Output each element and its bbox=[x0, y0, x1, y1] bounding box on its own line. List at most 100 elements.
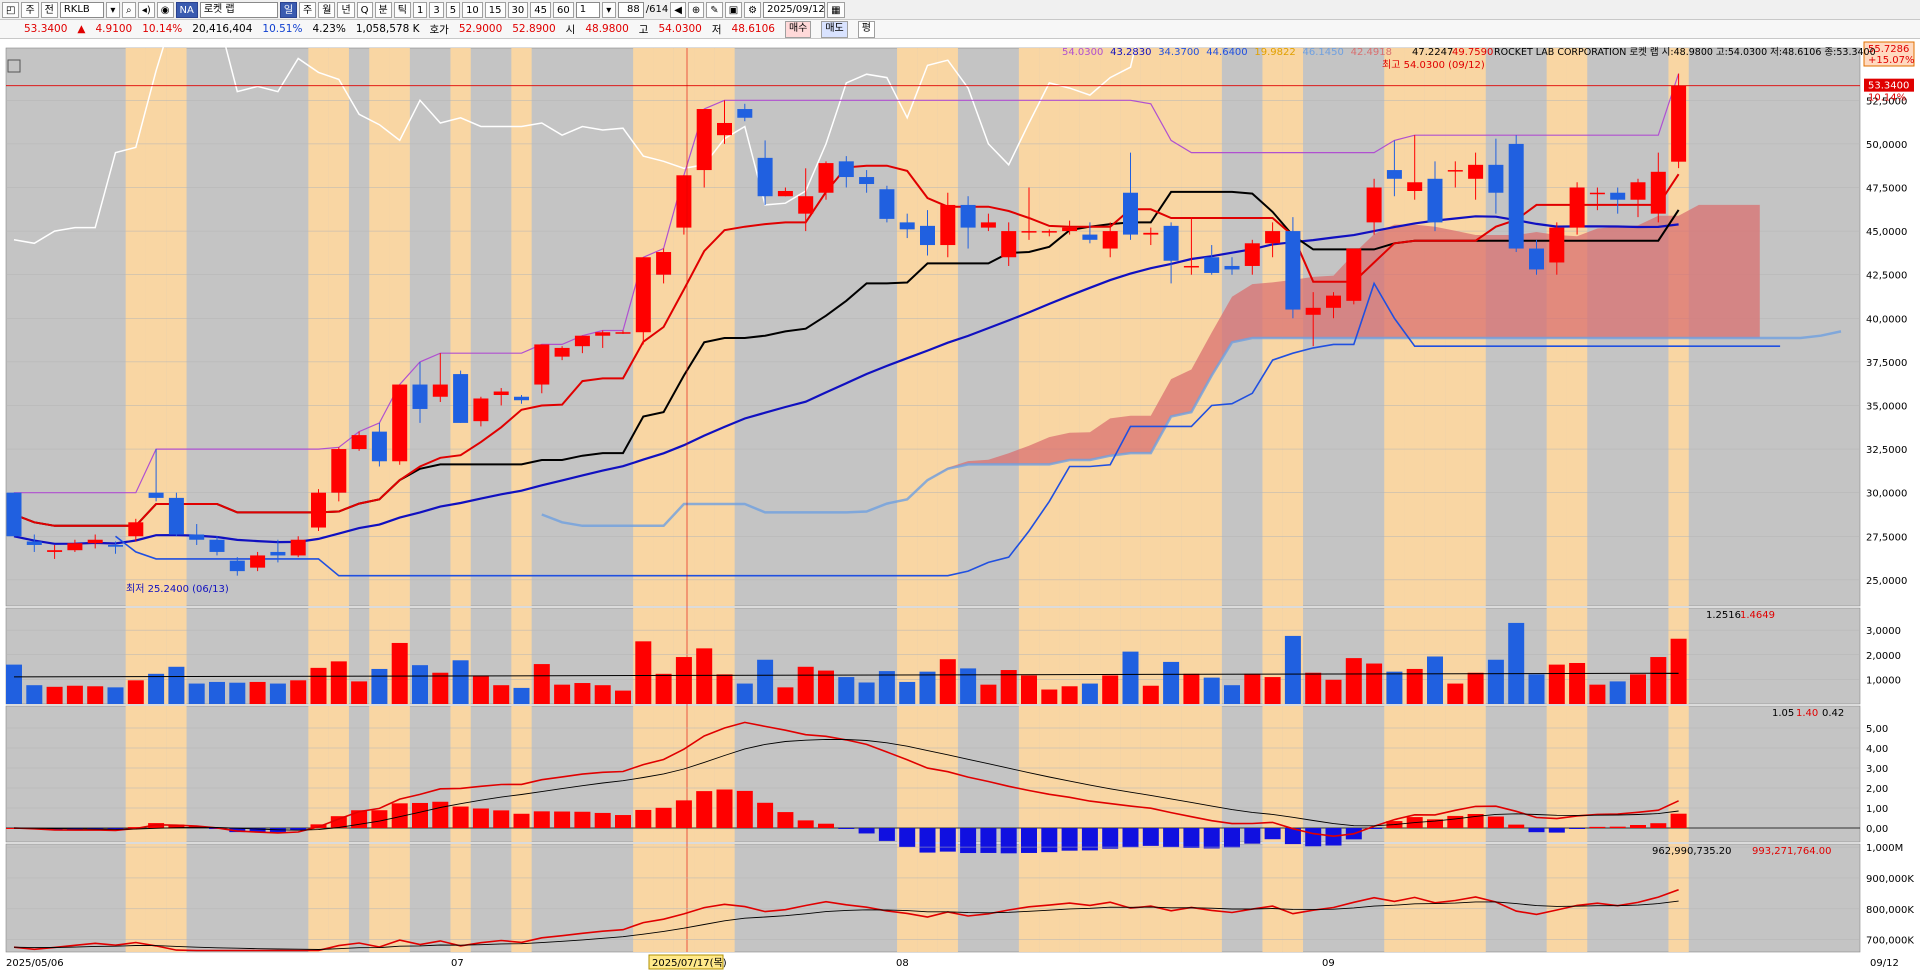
candle-body bbox=[920, 225, 935, 246]
quote-label: 호가 bbox=[429, 23, 449, 36]
interval-1-button[interactable]: 1 bbox=[412, 1, 428, 18]
volume-bar bbox=[736, 683, 753, 704]
prev-button[interactable]: 전 bbox=[40, 1, 58, 18]
shade-band bbox=[1039, 608, 1060, 704]
macd-histogram-bar bbox=[1670, 813, 1687, 828]
volume-bar bbox=[493, 685, 510, 704]
candle-body bbox=[656, 252, 672, 275]
price-axis-label: 42,5000 bbox=[1866, 271, 1907, 282]
interval-30-button[interactable]: 30 bbox=[507, 1, 529, 18]
shade-band bbox=[1566, 706, 1588, 842]
scroll-left-icon[interactable]: ◀ bbox=[670, 1, 686, 18]
macd-histogram-bar bbox=[736, 790, 753, 828]
tools-icon[interactable]: ✎ bbox=[706, 1, 723, 18]
candle-body bbox=[1569, 187, 1585, 228]
candle-body bbox=[879, 189, 895, 219]
macd-histogram-bar bbox=[1487, 816, 1504, 828]
macd-histogram-bar bbox=[330, 816, 347, 828]
macd-histogram-bar bbox=[290, 828, 307, 831]
candle-body bbox=[1163, 225, 1179, 261]
gear-icon[interactable]: ⚙ bbox=[744, 1, 762, 18]
symbol-input[interactable]: RKLB bbox=[59, 1, 104, 18]
period-year-button[interactable]: 년 bbox=[337, 1, 355, 18]
macd-histogram-bar bbox=[1427, 819, 1443, 828]
eval-button[interactable]: 평 bbox=[857, 20, 875, 38]
volume-bar bbox=[1406, 668, 1423, 704]
indicator-legend-value: 43.2830 bbox=[1110, 47, 1151, 58]
macd-histogram-bar bbox=[493, 810, 510, 828]
volume-bar bbox=[1041, 689, 1058, 704]
count-input[interactable]: 88 bbox=[617, 1, 644, 18]
price-axis-label: 37,5000 bbox=[1866, 358, 1907, 369]
unit-dropdown-icon[interactable]: ▾ bbox=[601, 1, 616, 18]
zoom-icon[interactable]: ⊕ bbox=[687, 1, 705, 18]
unit-input[interactable]: 1 bbox=[575, 1, 600, 18]
legend-prefix-value: 49.7590 bbox=[1452, 47, 1493, 58]
settings-icon[interactable]: ◉ bbox=[156, 1, 174, 18]
shade-band bbox=[369, 844, 390, 952]
shade-band bbox=[1039, 48, 1060, 606]
search-icon[interactable]: ⌕ bbox=[121, 1, 136, 18]
volume-bar bbox=[1284, 635, 1301, 704]
volume-bar bbox=[46, 686, 63, 704]
shade-band bbox=[1668, 844, 1689, 952]
shade-band bbox=[1120, 844, 1141, 952]
interval-45-button[interactable]: 45 bbox=[530, 1, 551, 18]
candle-body bbox=[1549, 227, 1565, 263]
candle-body bbox=[1041, 231, 1057, 233]
interval-5-button[interactable]: 5 bbox=[445, 1, 461, 18]
interval-60-button[interactable]: 60 bbox=[553, 1, 574, 18]
shade-band bbox=[1079, 48, 1101, 606]
volume-percent: 10.51% bbox=[262, 23, 303, 35]
volume-bar bbox=[1203, 677, 1220, 704]
sound-icon[interactable]: ◂) bbox=[137, 1, 155, 18]
volume-bar bbox=[188, 683, 205, 704]
stock-chart[interactable]: 52,5000 50,0000 47,5000 45,0000 42,5000 40,00… bbox=[0, 40, 1920, 975]
sell-button[interactable]: 매도 bbox=[821, 20, 848, 38]
macd-histogram-bar bbox=[1244, 828, 1261, 844]
candle-body bbox=[1407, 182, 1423, 191]
interval-3-button[interactable]: 3 bbox=[429, 1, 444, 18]
period-tick-button[interactable]: 틱 bbox=[393, 1, 411, 18]
volume-bar bbox=[168, 666, 185, 704]
shade-band bbox=[1018, 48, 1040, 606]
volume-bar bbox=[1508, 622, 1525, 704]
save-icon[interactable]: ▣ bbox=[724, 1, 743, 18]
volume-bar bbox=[1021, 675, 1037, 704]
candle-body bbox=[87, 539, 103, 544]
volume-bar bbox=[1142, 685, 1159, 704]
candle-body bbox=[615, 332, 631, 334]
shade-band bbox=[1566, 844, 1588, 952]
candle-body bbox=[534, 344, 550, 385]
volume-bar bbox=[1345, 658, 1362, 704]
shade-band bbox=[1282, 844, 1304, 952]
menu-icon[interactable]: ◰ bbox=[2, 1, 20, 18]
macd-histogram-bar bbox=[1548, 828, 1565, 833]
candle-body bbox=[432, 384, 448, 397]
candle-body bbox=[1488, 164, 1504, 193]
macd-histogram-bar bbox=[838, 828, 855, 829]
shade-band bbox=[1120, 706, 1141, 842]
period-week-button[interactable]: 주 bbox=[21, 1, 39, 18]
period-quarter-button[interactable]: Q bbox=[356, 1, 373, 18]
volume-bar bbox=[878, 671, 895, 704]
period-week-toggle[interactable]: 주 bbox=[299, 1, 317, 18]
candle-body bbox=[757, 157, 773, 197]
macd-histogram-bar bbox=[1528, 828, 1545, 833]
volume-bar bbox=[452, 660, 469, 704]
obv-axis-label: 900,000K bbox=[1866, 874, 1914, 885]
interval-15-button[interactable]: 15 bbox=[484, 1, 506, 18]
shade-band bbox=[1546, 706, 1567, 842]
candle-body bbox=[1102, 231, 1118, 249]
buy-button[interactable]: 매수 bbox=[784, 20, 812, 38]
indicator-legend-value: 42.4918 bbox=[1351, 47, 1392, 58]
calendar-icon[interactable]: ▦ bbox=[827, 1, 845, 18]
period-day-button[interactable]: 일 bbox=[279, 1, 298, 18]
date-input[interactable]: 2025/09/12 bbox=[763, 1, 826, 18]
period-minute-button[interactable]: 분 bbox=[374, 1, 392, 18]
interval-10-button[interactable]: 10 bbox=[462, 1, 483, 18]
shade-band bbox=[1039, 706, 1060, 842]
period-month-button[interactable]: 월 bbox=[318, 1, 336, 18]
shade-band bbox=[511, 48, 532, 606]
symbol-dropdown-icon[interactable]: ▾ bbox=[105, 1, 120, 18]
